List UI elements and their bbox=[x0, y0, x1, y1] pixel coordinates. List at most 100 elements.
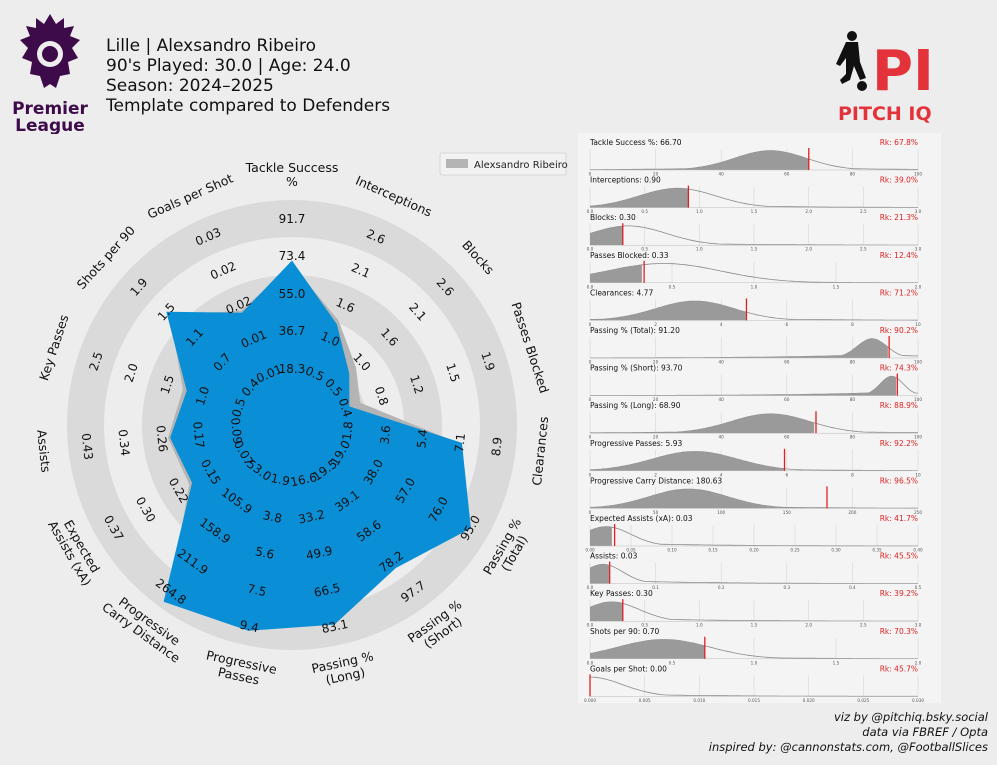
radar-chart: 18.336.755.073.491.70.51.01.62.12.60.51.… bbox=[34, 152, 568, 688]
panel-rank: Rk: 41.7% bbox=[880, 514, 918, 523]
panel-tick-label: 0.0 bbox=[587, 247, 594, 252]
panel-tick-label: 2.5 bbox=[860, 623, 867, 628]
panel-rank: Rk: 39.0% bbox=[880, 176, 918, 185]
panel-rank: Rk: 21.3% bbox=[880, 213, 918, 222]
panel-tick-label: 100 bbox=[914, 435, 922, 440]
panel-tick-label: 2.5 bbox=[860, 209, 867, 214]
panel-tick-label: 1.0 bbox=[696, 247, 703, 252]
radar-tick-label: 1.0 bbox=[193, 385, 212, 407]
radar-tick-label: 0.09 bbox=[228, 417, 245, 445]
panel-tick-label: 8 bbox=[851, 322, 854, 327]
panel-tick-label: 20 bbox=[653, 172, 659, 177]
panel-tick-label: 1.5 bbox=[751, 209, 758, 214]
panel-tick-label: 1.5 bbox=[751, 623, 758, 628]
distribution-panel: Passes Blocked: 0.33 Rk: 12.4% 0.0 0.5 1.0 1.… bbox=[587, 251, 922, 289]
panel-tick-label: 2.0 bbox=[915, 660, 922, 665]
panel-tick-label: 0 bbox=[589, 435, 592, 440]
radar-tick-label: 18.3 bbox=[279, 362, 306, 376]
panel-tick-label: 100 bbox=[717, 510, 725, 515]
panel-tick-label: 40 bbox=[719, 397, 725, 402]
panel-density-fill bbox=[590, 226, 623, 246]
panel-tick-label: 0.5 bbox=[669, 284, 676, 289]
panel-tick-label: 2.0 bbox=[915, 284, 922, 289]
radar-axis-label: Assists bbox=[34, 429, 53, 473]
panel-tick-label: 0.0 bbox=[587, 585, 594, 590]
radar-tick-label: 0.43 bbox=[79, 433, 96, 461]
radar-tick-label: 7.1 bbox=[452, 432, 468, 452]
radar-tick-label: 1.9 bbox=[478, 350, 497, 372]
panel-tick-label: 2.0 bbox=[805, 623, 812, 628]
credit-inspiration: inspired by: @cannonstats.com, @Football… bbox=[708, 740, 988, 754]
distribution-panel: Progressive Passes: 5.93 Rk: 92.2% 0 2 4 6 8 10 bbox=[589, 439, 921, 478]
panel-tick-label: 250 bbox=[914, 510, 922, 515]
panel-title: Assists: 0.03 bbox=[590, 552, 638, 561]
distribution-panel: Passing % (Short): 93.70 Rk: 74.3% 0 20 40 60… bbox=[589, 364, 923, 403]
panel-density-fill bbox=[590, 639, 705, 659]
panel-tick-label: 0.030 bbox=[912, 698, 924, 703]
legend-swatch bbox=[446, 159, 468, 168]
panel-density-fill bbox=[590, 150, 809, 170]
distribution-panel: Passing % (Long): 68.90 Rk: 88.9% 0 20 40 60 8… bbox=[589, 401, 923, 440]
panel-tick-label: 4 bbox=[720, 322, 723, 327]
radar-axis-label: Key Passes bbox=[36, 313, 71, 383]
panel-density-fill bbox=[590, 526, 612, 546]
panel-tick-label: 0.0 bbox=[587, 660, 594, 665]
panel-tick-label: 0 bbox=[589, 397, 592, 402]
radar-tick-label: 36.7 bbox=[279, 324, 306, 338]
radar-tick-label: 1.9 bbox=[270, 471, 292, 489]
panel-density-line bbox=[590, 375, 919, 396]
distribution-panel: Progressive Carry Distance: 180.63 Rk: 96… bbox=[589, 476, 923, 515]
panel-tick-label: 1.0 bbox=[696, 623, 703, 628]
panel-tick-label: 1.0 bbox=[751, 284, 758, 289]
panel-tick-label: 0.0 bbox=[587, 284, 594, 289]
panel-tick-label: 0.4 bbox=[849, 585, 856, 590]
panel-title: Key Passes: 0.30 bbox=[590, 589, 653, 598]
distribution-panel: Clearances: 4.77 Rk: 71.2% 0 2 4 6 8 10 bbox=[589, 288, 921, 327]
chart-header: Lille | Alexsandro Ribeiro 90's Played: … bbox=[106, 36, 390, 116]
panel-title: Passes Blocked: 0.33 bbox=[590, 251, 669, 260]
panel-tick-label: 80 bbox=[850, 435, 856, 440]
panel-density-fill bbox=[590, 264, 642, 283]
radar-tick-label: 0.34 bbox=[116, 429, 133, 457]
credits: viz by @pitchiq.bsky.social data via FBR… bbox=[709, 710, 988, 755]
panel-rank: Rk: 39.2% bbox=[880, 589, 918, 598]
panel-density-fill bbox=[590, 376, 897, 396]
distribution-group: Tackle Success %: 66.70 Rk: 67.8%0 20 40 60 8… bbox=[584, 138, 924, 703]
panel-tick-label: 10 bbox=[915, 472, 921, 477]
panel-tick-label: 0 bbox=[589, 360, 592, 365]
panel-tick-label: 100 bbox=[914, 397, 922, 402]
panel-tick-label: 0.1 bbox=[652, 585, 659, 590]
logo-wordmark-2: League bbox=[15, 116, 85, 134]
panel-density-fill bbox=[590, 489, 826, 509]
panel-tick-label: 1.5 bbox=[833, 284, 840, 289]
panel-density-fill bbox=[590, 188, 689, 208]
radar-tick-label: 33.2 bbox=[297, 507, 326, 526]
panel-tick-label: 3.0 bbox=[915, 247, 922, 252]
panel-tick-label: 100 bbox=[914, 360, 922, 365]
panel-title: Shots per 90: 0.70 bbox=[590, 627, 660, 636]
panel-tick-label: 0.010 bbox=[693, 698, 705, 703]
panel-density-line bbox=[589, 563, 918, 584]
panel-tick-label: 0 bbox=[589, 322, 592, 327]
panel-title: Expected Assists (xA): 0.03 bbox=[590, 514, 693, 523]
panel-tick-label: 0.40 bbox=[913, 548, 923, 553]
panel-tick-label: 0.025 bbox=[857, 698, 869, 703]
panel-tick-label: 0.005 bbox=[639, 698, 651, 703]
panel-tick-label: 150 bbox=[783, 510, 791, 515]
panel-title: Clearances: 4.77 bbox=[590, 288, 653, 297]
radar-axis-label: Tackle Success% bbox=[245, 160, 339, 189]
panel-density-fill bbox=[590, 564, 610, 584]
panel-tick-label: 0.35 bbox=[872, 548, 882, 553]
brand-mark: PI bbox=[872, 39, 934, 104]
panel-density-fill bbox=[590, 601, 623, 622]
radar-tick-label: 49.9 bbox=[305, 544, 334, 563]
panel-rank: Rk: 92.2% bbox=[880, 439, 918, 448]
panel-tick-label: 2 bbox=[654, 322, 657, 327]
radar-tick-label: 9.4 bbox=[238, 618, 260, 636]
panel-tick-label: 0.00 bbox=[585, 548, 595, 553]
header-minutes-line: 90's Played: 30.0 | Age: 24.0 bbox=[106, 56, 351, 76]
panel-tick-label: 50 bbox=[653, 510, 659, 515]
panel-rank: Rk: 12.4% bbox=[880, 251, 918, 260]
radar-tick-label: 1.5 bbox=[158, 373, 177, 395]
radar-tick-label: 0.4 bbox=[336, 396, 355, 418]
